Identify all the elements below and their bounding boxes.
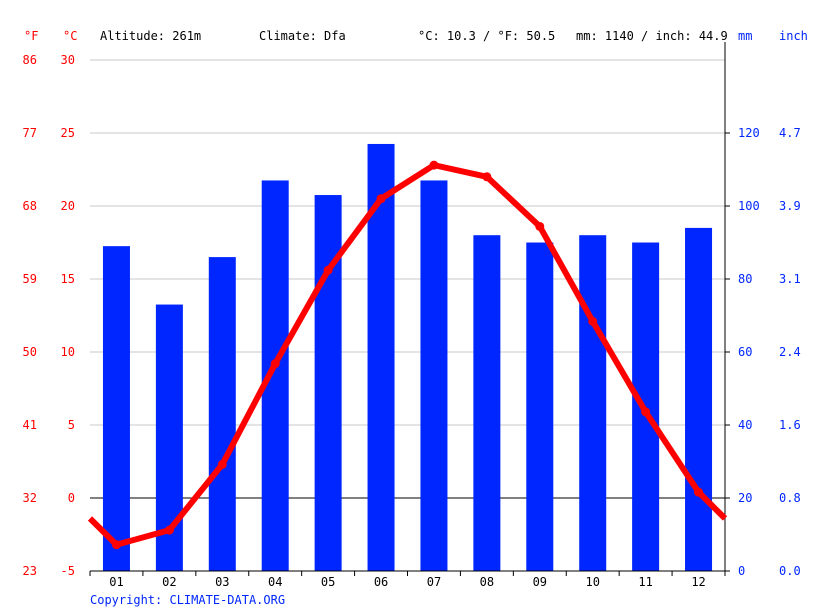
temperature-point <box>694 487 704 497</box>
precipitation-bar <box>526 242 554 571</box>
month-label: 03 <box>215 575 229 589</box>
precipitation-bar <box>579 235 607 571</box>
precipitation-bar <box>314 195 342 572</box>
inch-tick-label: 3.9 <box>779 199 801 213</box>
fahrenheit-tick-label: 68 <box>23 199 37 213</box>
mm-tick-label: 120 <box>738 126 760 140</box>
month-label: 08 <box>480 575 494 589</box>
inch-tick-label: 1.6 <box>779 418 801 432</box>
inch-tick-label: 2.4 <box>779 345 801 359</box>
mm-tick-label: 80 <box>738 272 752 286</box>
precipitation-bar <box>473 235 501 571</box>
temperature-line <box>87 162 728 548</box>
temperature-point <box>641 407 651 417</box>
month-label: 12 <box>691 575 705 589</box>
fahrenheit-tick-label: 23 <box>23 564 37 578</box>
copyright-link[interactable]: Copyright: CLIMATE-DATA.ORG <box>90 593 285 607</box>
temperature-point <box>323 265 333 275</box>
temperature-point <box>535 221 545 231</box>
fahrenheit-tick-label: 50 <box>23 345 37 359</box>
inch-tick-label: 0.0 <box>779 564 801 578</box>
temperature-point <box>429 160 439 170</box>
precipitation-bar <box>208 257 236 571</box>
altitude-label: Altitude: 261m <box>100 29 201 43</box>
inch-tick-label: 3.1 <box>779 272 801 286</box>
celsius-tick-label: 5 <box>68 418 75 432</box>
month-label: 01 <box>109 575 123 589</box>
fahrenheit-tick-label: 41 <box>23 418 37 432</box>
month-label: 09 <box>533 575 547 589</box>
temperature-point <box>588 316 598 326</box>
inch-tick-label: 0.8 <box>779 491 801 505</box>
celsius-tick-label: 30 <box>61 53 75 67</box>
temperature-average-label: °C: 10.3 / °F: 50.5 <box>418 29 555 43</box>
fahrenheit-tick-label: 59 <box>23 272 37 286</box>
celsius-tick-label: -5 <box>61 564 75 578</box>
temperature-point <box>164 525 174 535</box>
celsius-tick-label: 10 <box>61 345 75 359</box>
month-label: 07 <box>427 575 441 589</box>
inch-tick-label: 4.7 <box>779 126 801 140</box>
unit-mm-label: mm <box>738 29 752 43</box>
precipitation-total-label: mm: 1140 / inch: 44.9 <box>576 29 728 43</box>
fahrenheit-tick-label: 77 <box>23 126 37 140</box>
month-label: 02 <box>162 575 176 589</box>
climate-label: Climate: Dfa <box>259 29 346 43</box>
month-label: 04 <box>268 575 282 589</box>
unit-inch-label: inch <box>779 29 808 43</box>
temperature-point <box>270 359 280 369</box>
temperature-point <box>111 540 121 550</box>
temperature-point <box>217 459 227 469</box>
mm-tick-label: 0 <box>738 564 745 578</box>
celsius-tick-label: 20 <box>61 199 75 213</box>
unit-fahrenheit-label: °F <box>24 29 38 43</box>
mm-tick-label: 20 <box>738 491 752 505</box>
fahrenheit-tick-label: 86 <box>23 53 37 67</box>
mm-tick-label: 100 <box>738 199 760 213</box>
celsius-tick-label: 15 <box>61 272 75 286</box>
month-label: 11 <box>638 575 652 589</box>
fahrenheit-tick-label: 32 <box>23 491 37 505</box>
precipitation-bar <box>685 227 713 571</box>
precipitation-bar <box>420 180 448 571</box>
temperature-point <box>376 194 386 204</box>
celsius-tick-label: 25 <box>61 126 75 140</box>
temperature-point <box>482 172 492 182</box>
precipitation-bar <box>102 246 130 571</box>
mm-tick-label: 40 <box>738 418 752 432</box>
month-label: 05 <box>321 575 335 589</box>
month-label: 10 <box>585 575 599 589</box>
mm-tick-label: 60 <box>738 345 752 359</box>
unit-celsius-label: °C <box>63 29 77 43</box>
celsius-tick-label: 0 <box>68 491 75 505</box>
month-label: 06 <box>374 575 388 589</box>
